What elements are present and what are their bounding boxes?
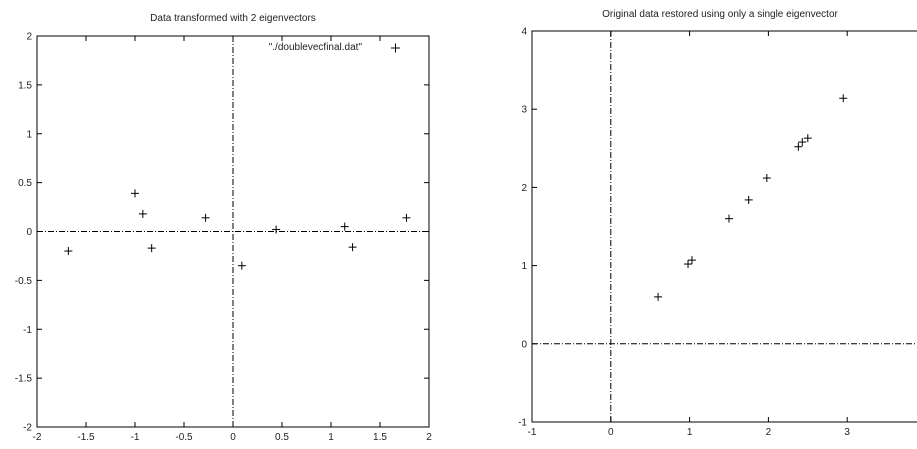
- data-point: [64, 247, 73, 256]
- x-tick-label: 0: [608, 427, 614, 438]
- y-tick-label: -1: [23, 325, 32, 336]
- chart-left-x-tick-labels: -2 -1.5 -1 -0.5 0 0.5 1 1.5 2: [33, 432, 433, 443]
- y-tick-label: 1.5: [18, 80, 32, 91]
- chart-right-ticks: [531, 30, 848, 423]
- chart-left: Data transformed with 2 eigenvectors -2-…: [15, 13, 432, 443]
- data-point: [684, 260, 693, 269]
- data-point: [654, 292, 663, 301]
- x-tick-label: 1: [328, 432, 334, 443]
- chart-left-legend-label: "./doublevecfinal.dat": [269, 42, 363, 53]
- data-point: [744, 195, 753, 204]
- chart-left-y-tick-labels: -2 -1.5 -1 -0.5 0 0.5 1 1.5 2: [15, 32, 33, 434]
- data-point: [803, 134, 812, 143]
- chart-right-zero-axes: [532, 31, 917, 422]
- data-point: [201, 213, 210, 222]
- data-point: [798, 138, 807, 147]
- x-tick-label: 1: [687, 427, 693, 438]
- x-tick-label: -1.5: [77, 432, 95, 443]
- data-point: [138, 209, 147, 218]
- y-tick-label: -0.5: [15, 276, 33, 287]
- x-tick-label: -2: [33, 432, 42, 443]
- data-point: [237, 261, 246, 270]
- x-tick-label: 2: [766, 427, 772, 438]
- x-tick-label: -0.5: [175, 432, 193, 443]
- y-tick-label: 4: [521, 27, 527, 38]
- y-tick-label: 1: [26, 129, 32, 140]
- chart-left-legend-marker: [391, 43, 400, 53]
- chart-right: Original data restored using only a sing…: [518, 9, 917, 438]
- chart-left-zero-axes: [37, 36, 429, 427]
- x-tick-label: 0: [230, 432, 236, 443]
- y-tick-label: 0.5: [18, 178, 32, 189]
- y-tick-label: 1: [521, 261, 527, 272]
- x-tick-label: 1.5: [373, 432, 387, 443]
- data-point: [340, 222, 349, 231]
- y-tick-label: 2: [26, 32, 32, 43]
- x-tick-label: -1: [131, 432, 140, 443]
- chart-left-points: [64, 189, 411, 270]
- y-tick-label: 0: [521, 339, 527, 350]
- data-point: [348, 243, 357, 252]
- x-tick-label: 2: [426, 432, 432, 443]
- data-point: [131, 189, 139, 198]
- chart-right-plot-frame: [531, 30, 917, 423]
- data-point: [762, 174, 771, 183]
- x-tick-label: 0.5: [275, 432, 289, 443]
- data-point: [839, 94, 848, 103]
- data-point: [687, 256, 696, 265]
- x-tick-label: -1: [528, 427, 537, 438]
- chart-right-y-tick-labels: -1 0 1 2 3 4: [518, 27, 527, 429]
- y-tick-label: 2: [521, 183, 527, 194]
- y-tick-label: -1: [518, 418, 527, 429]
- y-tick-label: 0: [26, 227, 32, 238]
- chart-right-title: Original data restored using only a sing…: [602, 9, 838, 20]
- y-tick-label: 3: [521, 105, 527, 116]
- data-point: [147, 244, 156, 253]
- y-tick-label: -2: [23, 423, 32, 434]
- y-tick-label: -1.5: [15, 374, 33, 385]
- data-point: [272, 225, 281, 234]
- x-tick-label: 3: [844, 427, 850, 438]
- chart-left-title: Data transformed with 2 eigenvectors: [150, 13, 316, 24]
- data-point: [725, 214, 733, 223]
- chart-right-x-tick-labels: -1 0 1 2 3: [528, 427, 851, 438]
- data-point: [402, 213, 411, 222]
- data-point: [794, 142, 803, 151]
- chart-right-points: [654, 94, 848, 301]
